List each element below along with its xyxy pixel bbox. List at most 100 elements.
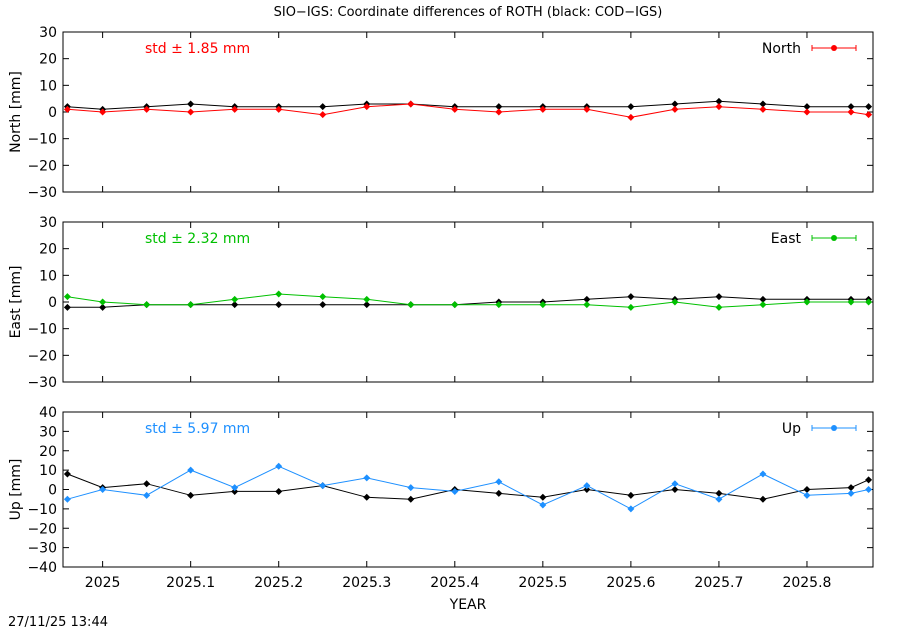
data-point bbox=[187, 491, 195, 499]
data-point bbox=[583, 301, 591, 309]
data-point bbox=[231, 301, 239, 309]
data-point bbox=[627, 113, 635, 121]
data-point bbox=[847, 108, 855, 116]
data-point bbox=[759, 470, 767, 478]
y-tick-label: 30 bbox=[39, 424, 57, 440]
data-point bbox=[63, 470, 71, 478]
data-point bbox=[847, 484, 855, 492]
data-point bbox=[803, 491, 811, 499]
y-tick-label: 10 bbox=[39, 268, 57, 284]
data-point bbox=[671, 105, 679, 113]
y-tick-label: 10 bbox=[39, 463, 57, 479]
data-point bbox=[363, 301, 371, 309]
data-point bbox=[671, 100, 679, 108]
data-point bbox=[803, 298, 811, 306]
data-point bbox=[407, 484, 415, 492]
data-point bbox=[143, 491, 151, 499]
data-point bbox=[495, 108, 503, 116]
legend-label: North bbox=[762, 41, 801, 57]
series-east bbox=[63, 290, 873, 311]
series-reference bbox=[63, 470, 873, 503]
data-point bbox=[495, 489, 503, 497]
data-point bbox=[759, 105, 767, 113]
data-point bbox=[759, 301, 767, 309]
legend-label: Up bbox=[782, 421, 801, 437]
y-tick-label: −10 bbox=[27, 322, 57, 338]
series-north bbox=[63, 100, 873, 121]
data-point bbox=[865, 111, 873, 119]
data-point bbox=[759, 295, 767, 303]
series-line bbox=[67, 100, 869, 110]
data-point bbox=[583, 486, 591, 493]
y-tick-label: 0 bbox=[48, 295, 57, 311]
data-point bbox=[319, 103, 327, 111]
data-point bbox=[451, 301, 459, 309]
data-point bbox=[407, 301, 415, 309]
data-point bbox=[539, 493, 547, 501]
data-point bbox=[451, 487, 459, 495]
y-tick-label: −10 bbox=[27, 132, 57, 148]
y-tick-label: −40 bbox=[27, 560, 57, 576]
data-point bbox=[319, 301, 327, 309]
data-point bbox=[363, 493, 371, 501]
data-point bbox=[671, 486, 679, 493]
data-point bbox=[759, 495, 767, 503]
data-point bbox=[539, 301, 547, 309]
legend-marker bbox=[831, 425, 837, 431]
data-point bbox=[187, 108, 195, 116]
data-point bbox=[231, 487, 239, 495]
data-point bbox=[319, 482, 327, 490]
x-tick-label: 2025.3 bbox=[342, 575, 391, 591]
data-point bbox=[63, 293, 71, 301]
series-reference bbox=[63, 293, 873, 311]
y-tick-label: −20 bbox=[27, 158, 57, 174]
y-tick-label: −30 bbox=[27, 541, 57, 557]
data-point bbox=[99, 108, 107, 116]
y-tick-label: 30 bbox=[39, 25, 57, 41]
panel-east: 30 20 10 0 −10 −20 −30 East [mm] std ± 2.32 mm Ea… bbox=[8, 215, 874, 391]
data-point bbox=[99, 303, 107, 311]
data-point bbox=[99, 298, 107, 306]
data-point bbox=[143, 105, 151, 113]
y-axis-label: East [mm] bbox=[8, 266, 24, 339]
data-point bbox=[715, 489, 723, 497]
y-tick-label: −30 bbox=[27, 375, 57, 391]
y-axis-label: Up [mm] bbox=[8, 459, 24, 521]
data-point bbox=[847, 298, 855, 306]
series-line bbox=[67, 293, 869, 308]
legend-marker bbox=[831, 45, 837, 51]
data-point bbox=[539, 105, 547, 113]
data-point bbox=[583, 295, 591, 303]
series-line bbox=[67, 465, 869, 510]
data-point bbox=[319, 293, 327, 301]
data-point bbox=[319, 111, 327, 119]
data-point bbox=[627, 293, 635, 301]
x-tick-label: 2025.6 bbox=[606, 575, 655, 591]
legend: North bbox=[762, 41, 857, 57]
data-point bbox=[715, 293, 723, 301]
data-point bbox=[275, 301, 283, 309]
data-point bbox=[803, 486, 811, 493]
series-line bbox=[67, 103, 869, 118]
data-point bbox=[275, 487, 283, 495]
data-point bbox=[143, 480, 151, 488]
data-point bbox=[407, 100, 415, 108]
data-point bbox=[583, 105, 591, 113]
data-point bbox=[99, 486, 107, 493]
data-point bbox=[627, 103, 635, 111]
data-point bbox=[363, 474, 371, 482]
y-tick-label: 20 bbox=[39, 52, 57, 68]
x-axis-label: YEAR bbox=[449, 597, 487, 613]
panels: 30 20 10 0 −10 −20 −30 North [mm] std ± 1.85 mm N… bbox=[8, 25, 874, 576]
data-point bbox=[759, 100, 767, 108]
data-point bbox=[627, 491, 635, 499]
y-tick-label: 20 bbox=[39, 444, 57, 460]
data-point bbox=[363, 103, 371, 111]
data-point bbox=[63, 105, 71, 113]
series-line bbox=[67, 296, 869, 308]
data-point bbox=[407, 495, 415, 503]
data-point bbox=[865, 486, 873, 493]
data-point bbox=[865, 103, 873, 111]
y-tick-label: 10 bbox=[39, 78, 57, 94]
